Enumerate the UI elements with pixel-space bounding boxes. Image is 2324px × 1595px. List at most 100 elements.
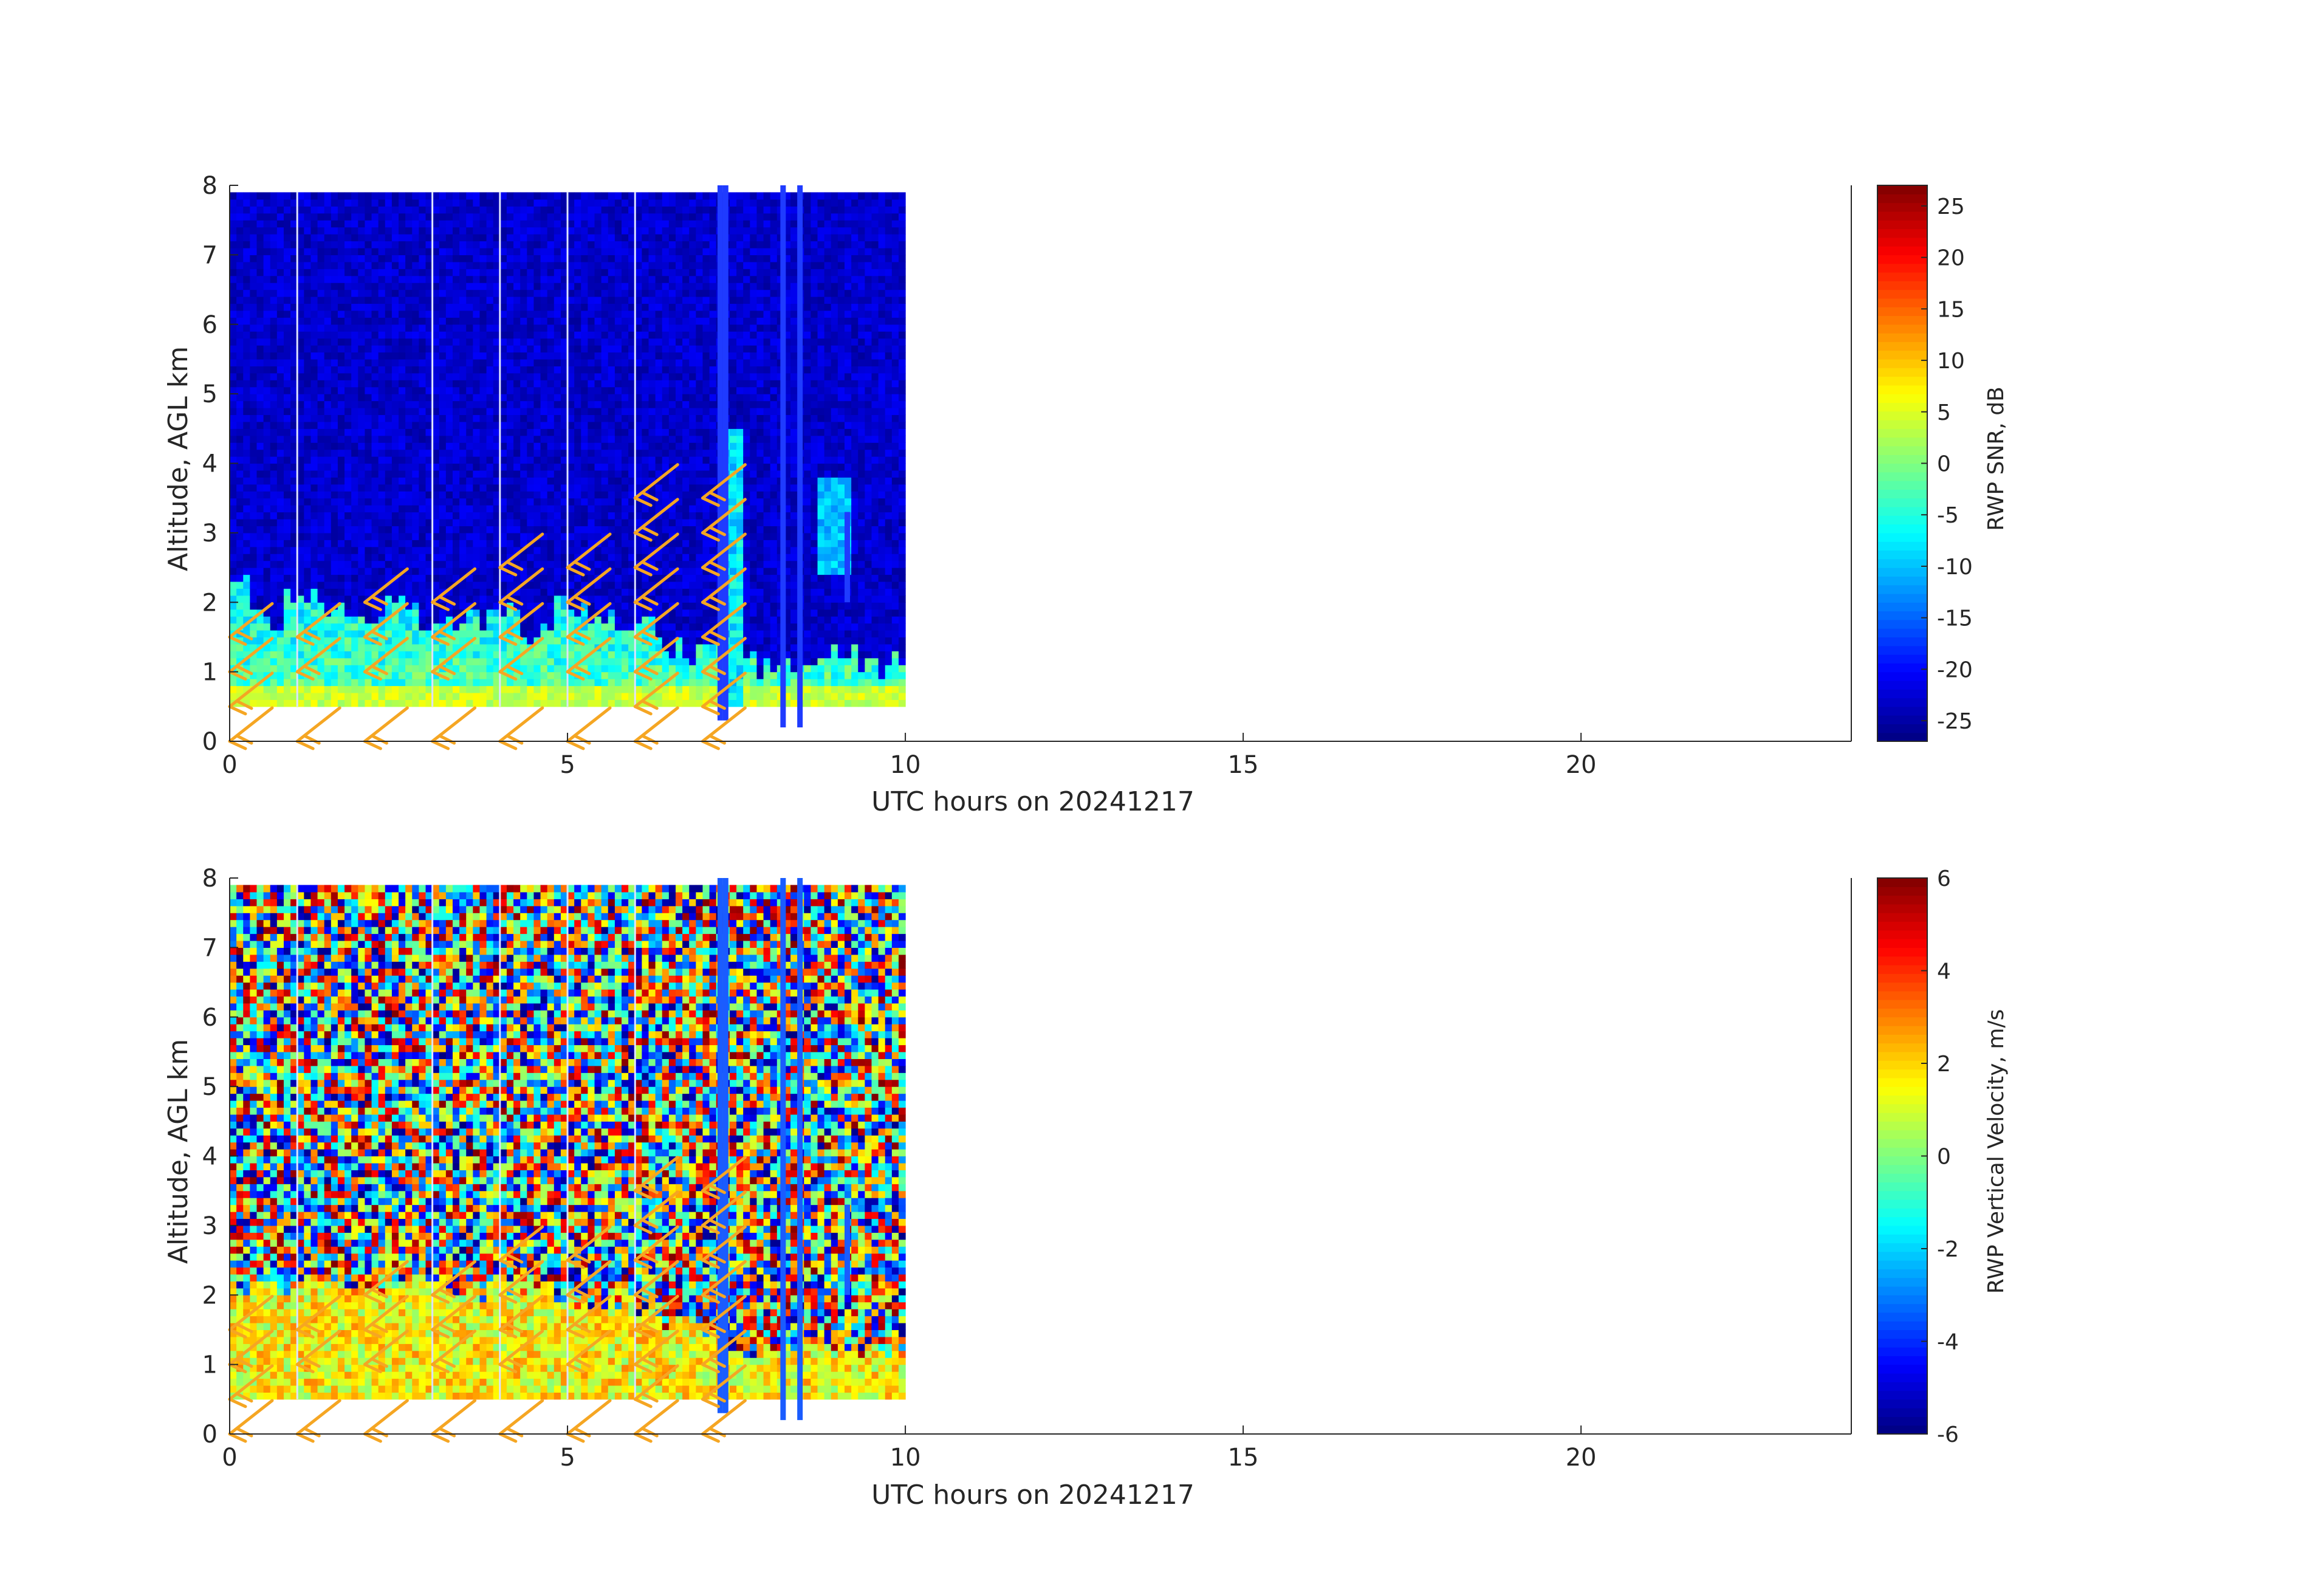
field-cell [412,435,419,443]
field-cell [506,338,514,346]
field-cell [648,657,656,665]
field-cell [304,227,312,235]
field-cell [317,526,325,533]
field-cell [351,623,358,631]
field-cell [432,380,440,388]
field-cell [642,414,650,422]
field-cell [655,331,663,339]
field-cell [405,442,413,450]
field-cell [540,199,548,207]
field-cell [554,331,561,339]
field-cell [283,317,291,325]
field-cell [588,463,595,471]
field-cell [567,671,575,679]
field-cell [520,289,527,297]
field-cell [622,386,629,394]
field-cell [560,630,568,638]
field-cell [601,546,609,554]
field-cell [425,192,433,200]
field-cell [310,540,318,547]
field-cell [547,630,555,638]
field-cell [365,324,372,332]
field-cell [365,442,372,450]
field-cell [358,623,366,631]
field-cell [628,414,636,422]
field-cell [642,512,650,520]
field-cell [419,283,427,290]
field-cell [466,588,473,596]
field-cell [256,269,264,276]
field-cell [297,352,304,360]
field-cell [594,303,602,311]
field-cell [628,338,636,346]
field-cell [608,227,615,235]
field-cell [250,581,258,589]
field-cell [594,310,602,318]
field-cell [506,408,514,416]
field-cell [499,408,507,416]
field-cell [290,491,298,499]
field-cell [230,519,237,527]
field-cell [581,595,588,603]
field-cell [540,414,548,422]
field-cell [547,595,555,603]
field-cell [486,275,494,283]
field-cell [473,261,481,269]
field-cell [304,366,312,374]
field-cell [365,532,372,540]
field-cell [574,213,581,221]
field-cell [391,505,399,513]
field-cell [581,685,588,693]
field-cell [554,671,561,679]
field-cell [412,692,419,700]
field-cell [263,220,271,228]
field-cell [439,588,447,596]
field-cell [297,283,304,290]
field-cell [412,498,419,506]
field-cell [648,532,656,540]
field-cell [655,414,663,422]
field-cell [560,540,568,547]
field-cell [399,220,406,228]
field-cell [574,192,581,200]
field-cell [378,643,386,651]
field-cell [425,602,433,610]
field-cell [520,679,527,687]
field-cell [276,643,284,651]
field-cell [635,338,642,346]
field-cell [412,560,419,568]
field-cell [473,477,481,485]
field-cell [622,532,629,540]
field-cell [459,358,467,366]
field-cell [513,456,521,464]
field-cell [243,699,250,707]
field-cell [479,317,487,325]
field-cell [466,414,473,422]
field-cell [243,310,250,318]
field-cell [385,449,392,457]
field-cell [283,671,291,679]
field-cell [473,428,481,436]
field-cell [344,352,352,360]
field-cell [405,671,413,679]
field-cell [283,241,291,249]
field-cell [668,303,676,311]
field-cell [439,477,447,485]
field-cell [594,692,602,700]
field-cell [432,199,440,207]
field-cell [256,435,264,443]
field-cell [513,394,521,402]
field-cell [588,414,595,422]
field-cell [243,421,250,429]
field-cell [365,699,372,707]
field-cell [290,477,298,485]
field-cell [371,679,379,687]
field-cell [230,609,237,617]
field-cell [614,574,622,582]
field-cell [459,310,467,318]
field-cell [473,345,481,353]
field-cell [601,358,609,366]
field-cell [662,595,670,603]
field-cell [622,484,629,492]
field-cell [405,275,413,283]
